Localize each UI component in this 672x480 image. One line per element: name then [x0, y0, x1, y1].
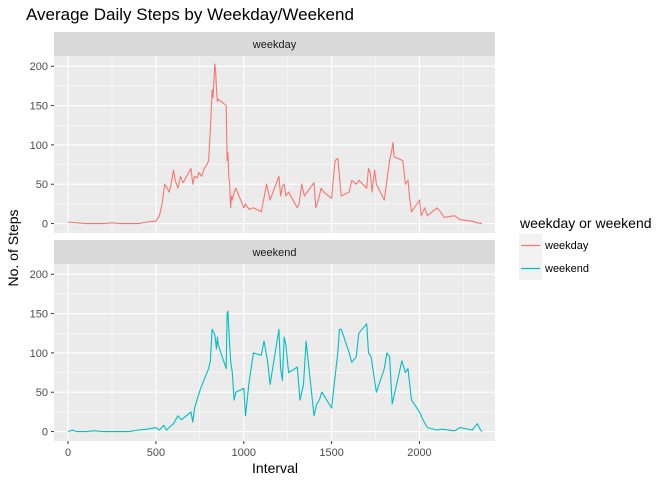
y-tick-label: 0: [42, 219, 48, 231]
x-tick-label: 500: [147, 447, 165, 459]
facet-strip-weekday: [54, 32, 495, 56]
series-line-weekend: [67, 310, 483, 433]
legend-entry-weekend: weekend: [519, 257, 589, 280]
y-tick-label: 100: [30, 140, 48, 152]
y-tick-label: 150: [30, 101, 48, 113]
x-tick-label: 2000: [407, 447, 431, 459]
facet-strip-label: weekend: [251, 247, 296, 259]
x-axis-title: Interval: [252, 460, 298, 476]
x-tick-label: 1500: [319, 447, 343, 459]
x-tick-label: 1000: [232, 447, 256, 459]
y-tick-label: 200: [30, 269, 48, 281]
series-line-weekday: [68, 63, 482, 225]
y-tick-label: 0: [42, 427, 48, 439]
facet-strip-label: weekday: [252, 39, 297, 51]
facet-strip-weekend: [54, 240, 495, 264]
y-tick-label: 50: [36, 179, 48, 191]
y-axis-title: No. of Steps: [5, 209, 21, 286]
chart-title: Average Daily Steps by Weekday/Weekend: [26, 5, 354, 24]
y-tick-label: 150: [30, 309, 48, 321]
x-tick-label: 0: [65, 447, 71, 459]
legend-entry-weekday: weekday: [519, 234, 589, 257]
facet-panel-weekday: weekday 0 50 100 150 200: [30, 32, 495, 233]
legend-label: weekend: [544, 263, 589, 275]
y-tick-label: 200: [30, 61, 48, 73]
legend-label: weekday: [544, 240, 589, 252]
legend-title: weekday or weekend: [519, 215, 652, 231]
y-tick-label: 50: [36, 387, 48, 399]
legend: weekday or weekend weekday weekend: [519, 215, 652, 280]
y-tick-label: 100: [30, 348, 48, 360]
